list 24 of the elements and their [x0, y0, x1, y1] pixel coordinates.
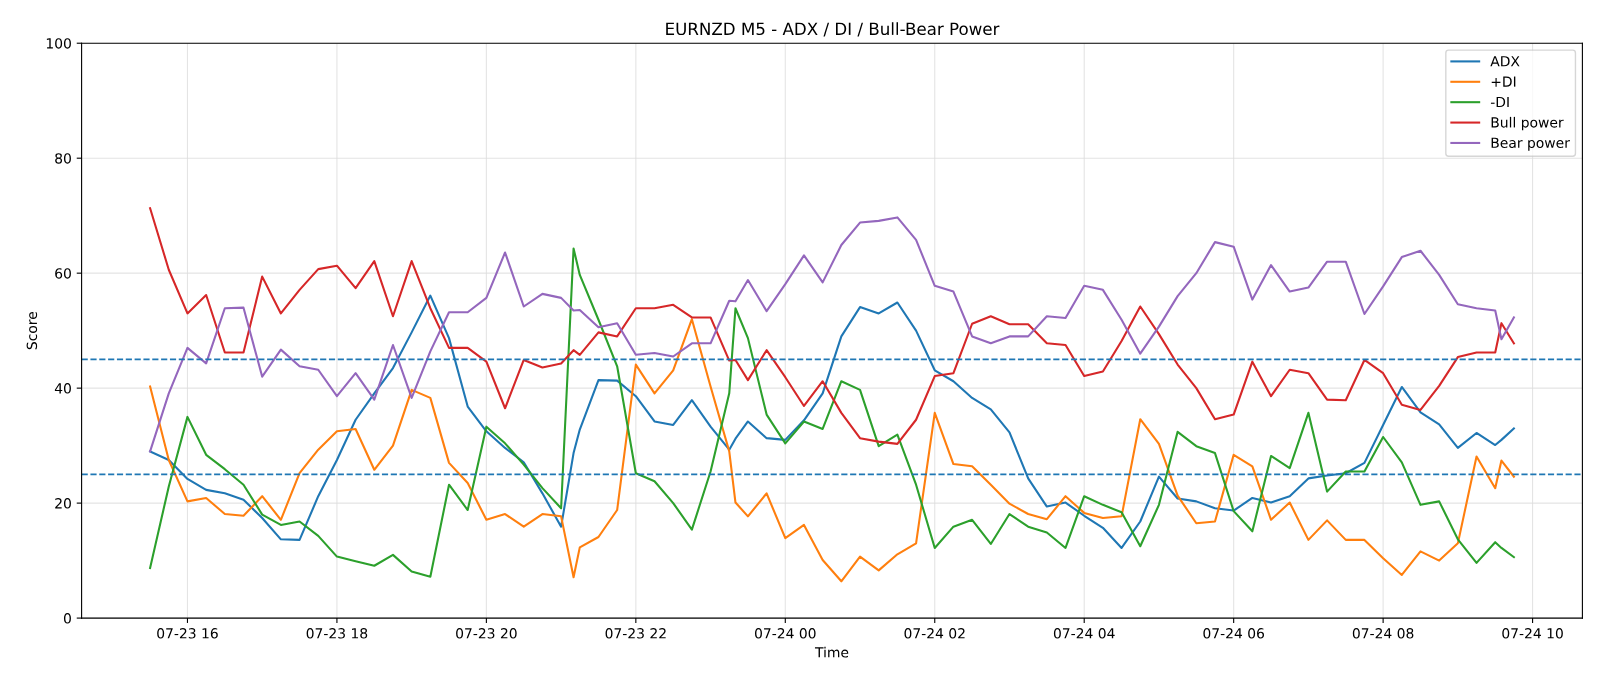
y-tick-label: 40: [54, 383, 71, 394]
legend-label: -DI: [1490, 96, 1509, 108]
x-tick-label: 07-24 08: [1352, 628, 1414, 639]
y-tick-label: 80: [55, 153, 71, 164]
legend-label: ADX: [1490, 56, 1520, 67]
y-axis-title: Score: [26, 311, 38, 350]
x-tick-label: 07-23 16: [157, 628, 218, 639]
legend-label: Bear power: [1491, 137, 1570, 151]
x-tick-label: 07-24 04: [1053, 628, 1115, 639]
y-tick-label: 100: [46, 38, 71, 49]
x-tick-label: 07-24 02: [904, 628, 965, 639]
chart-title: EURNZD M5 - ADX / DI / Bull-Bear Power: [666, 22, 1000, 37]
x-tick-label: 07-23 18: [306, 628, 368, 639]
x-tick-label: 07-23 20: [456, 628, 517, 639]
x-tick-label: 07-24 06: [1203, 628, 1265, 639]
y-tick-label: 20: [55, 498, 71, 509]
y-tick-label: 60: [55, 268, 71, 279]
legend-label: Bull power: [1491, 116, 1564, 131]
x-tick-label: 07-23 22: [605, 628, 666, 639]
x-axis-title: Time: [814, 646, 849, 658]
y-tick-label: 0: [63, 613, 71, 624]
x-tick-label: 07-24 00: [754, 628, 816, 639]
legend-label: +DI: [1491, 76, 1516, 87]
x-tick-label: 07-24 10: [1502, 628, 1563, 639]
